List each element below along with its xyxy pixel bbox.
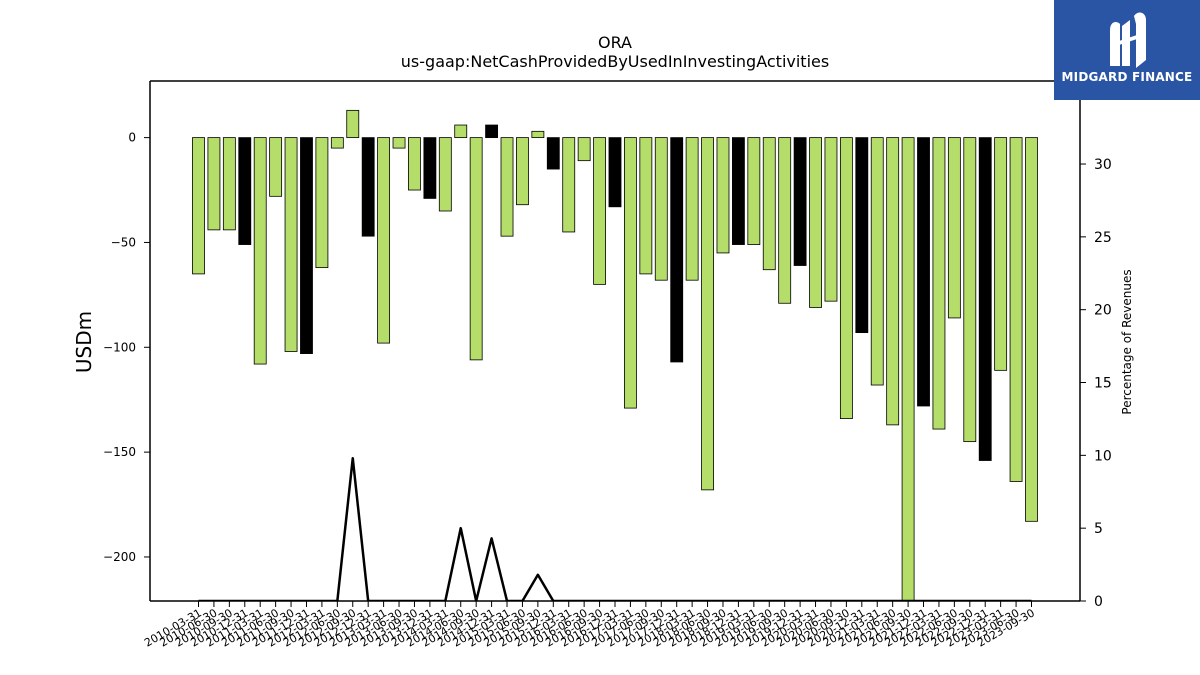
- bar: [577, 137, 591, 162]
- y2-tick-label: 15: [1094, 376, 1112, 392]
- logo-text: MIDGARD FINANCE: [1061, 70, 1193, 84]
- y-tick-label: −50: [111, 235, 136, 249]
- y2-tick-label: 0: [1094, 594, 1103, 610]
- bar: [438, 137, 452, 212]
- bar: [701, 137, 714, 491]
- brand-logo: MIDGARD FINANCE: [1054, 0, 1200, 100]
- bar: [546, 137, 560, 170]
- bar: [423, 137, 437, 199]
- bar: [253, 137, 267, 365]
- bar: [809, 137, 822, 308]
- bar: [824, 137, 838, 302]
- bar: [392, 137, 406, 149]
- chart-title: ORA: [597, 33, 632, 52]
- bar: [870, 137, 884, 386]
- y-tick-label: −100: [103, 340, 136, 354]
- bar: [238, 137, 252, 245]
- bar: [654, 137, 668, 281]
- bar: [762, 137, 776, 271]
- y2-tick-label: 10: [1094, 448, 1112, 464]
- bar: [608, 137, 622, 208]
- y-tick-label: −150: [103, 445, 136, 459]
- y2-tick-label: 25: [1094, 230, 1112, 246]
- bar: [685, 137, 699, 281]
- y2-tick-label: 20: [1094, 303, 1112, 319]
- bar: [778, 137, 792, 304]
- bar: [269, 137, 283, 197]
- bar: [978, 137, 992, 461]
- logo-mark-icon: [1110, 12, 1146, 68]
- bar: [469, 137, 483, 361]
- bar: [300, 137, 313, 354]
- bar: [377, 137, 391, 344]
- bar: [516, 137, 529, 206]
- y-tick-label: 0: [128, 131, 136, 145]
- bar: [716, 137, 730, 254]
- y2-tick-label: 30: [1094, 157, 1112, 173]
- bar: [361, 137, 375, 237]
- bar: [531, 130, 545, 139]
- bar: [731, 137, 745, 245]
- bar: [207, 137, 221, 231]
- y-tick-label: −200: [103, 550, 136, 564]
- bar: [1025, 137, 1038, 522]
- y2-tick-label: 5: [1094, 521, 1103, 537]
- bar: [947, 137, 961, 319]
- bar: [408, 137, 421, 191]
- bar: [886, 137, 900, 426]
- bar: [284, 137, 298, 352]
- bar: [485, 124, 499, 139]
- bar: [901, 137, 915, 601]
- bar: [222, 137, 236, 231]
- bar: [994, 137, 1008, 371]
- bar: [500, 137, 514, 237]
- chart-subtitle: us-gaap:NetCashProvidedByUsedInInvesting…: [400, 52, 830, 71]
- bar: [624, 137, 637, 409]
- bar: [346, 109, 360, 139]
- bar: [562, 137, 576, 233]
- bar: [593, 137, 606, 285]
- bar: [639, 137, 653, 275]
- bar: [454, 124, 468, 139]
- bar: [330, 137, 344, 149]
- bar: [1009, 137, 1023, 482]
- bar: [932, 137, 946, 430]
- bar: [793, 137, 807, 266]
- bar: [670, 137, 684, 363]
- bar: [747, 137, 761, 245]
- bar: [192, 137, 205, 275]
- bar: [855, 137, 869, 334]
- bar: [917, 137, 930, 407]
- bar: [315, 137, 329, 269]
- bar: [839, 137, 853, 419]
- bar: [963, 137, 977, 443]
